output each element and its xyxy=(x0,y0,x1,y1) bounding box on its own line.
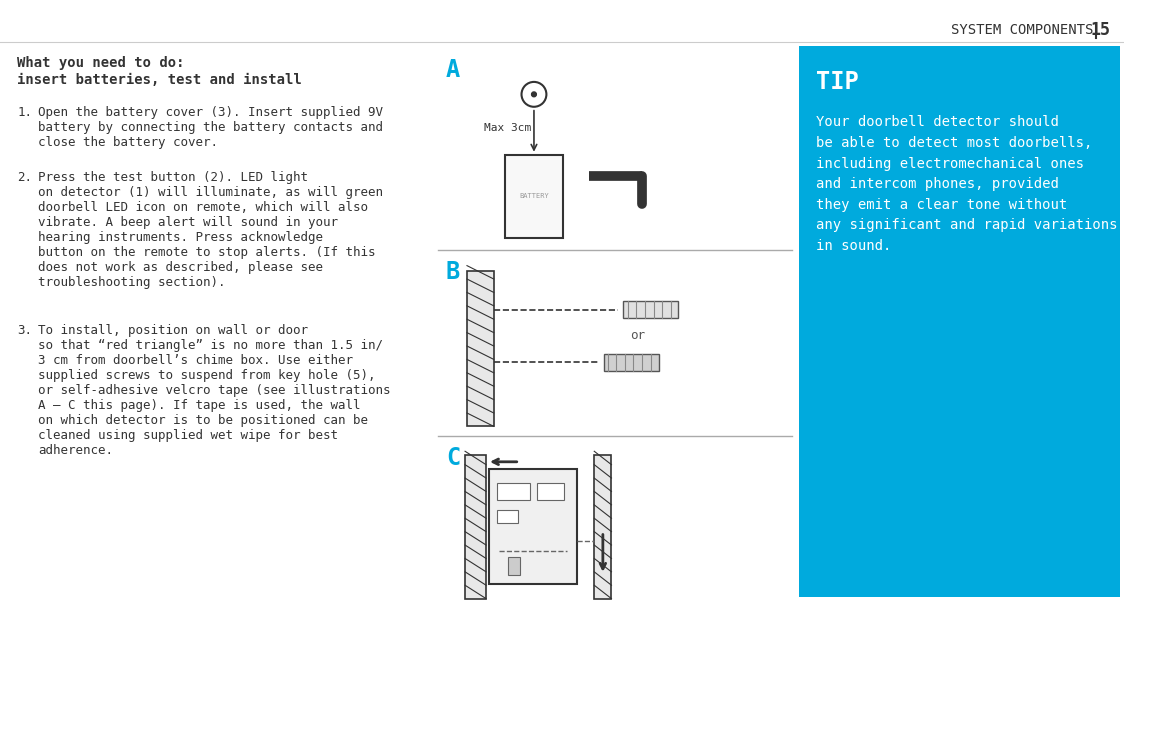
Bar xyxy=(595,455,611,598)
Bar xyxy=(604,354,659,371)
Text: or: or xyxy=(630,329,645,342)
Bar xyxy=(497,483,530,500)
Bar xyxy=(537,483,564,500)
Bar xyxy=(489,469,577,584)
Text: TIP: TIP xyxy=(817,71,859,94)
Text: Your doorbell detector should
be able to detect most doorbells,
including electr: Your doorbell detector should be able to… xyxy=(817,116,1117,253)
Text: SYSTEM COMPONENTS: SYSTEM COMPONENTS xyxy=(952,24,1094,38)
Bar xyxy=(508,557,519,575)
Text: Press the test button (2). LED light
on detector (1) will illuminate, as will gr: Press the test button (2). LED light on … xyxy=(39,171,383,289)
Text: B: B xyxy=(446,260,461,284)
Text: 3.: 3. xyxy=(18,324,32,337)
Text: Open the battery cover (3). Insert supplied 9V
battery by connecting the battery: Open the battery cover (3). Insert suppl… xyxy=(39,106,383,149)
Text: 2.: 2. xyxy=(18,171,32,184)
Text: 1.: 1. xyxy=(18,106,32,119)
Text: 15: 15 xyxy=(1090,21,1110,39)
Bar xyxy=(466,271,494,427)
Text: A: A xyxy=(446,58,461,82)
Bar xyxy=(505,155,563,238)
Text: To install, position on wall or door
so that “red triangle” is no more than 1.5 : To install, position on wall or door so … xyxy=(39,324,391,457)
Text: Max 3cm: Max 3cm xyxy=(484,123,531,133)
Bar xyxy=(623,301,678,318)
Text: What you need to do:: What you need to do: xyxy=(18,56,184,70)
Bar xyxy=(497,510,518,523)
Bar xyxy=(799,46,1120,597)
Text: C: C xyxy=(446,446,461,469)
Text: insert batteries, test and install: insert batteries, test and install xyxy=(18,73,302,87)
Bar xyxy=(465,455,486,598)
Text: BATTERY: BATTERY xyxy=(519,193,549,199)
Circle shape xyxy=(531,92,536,97)
